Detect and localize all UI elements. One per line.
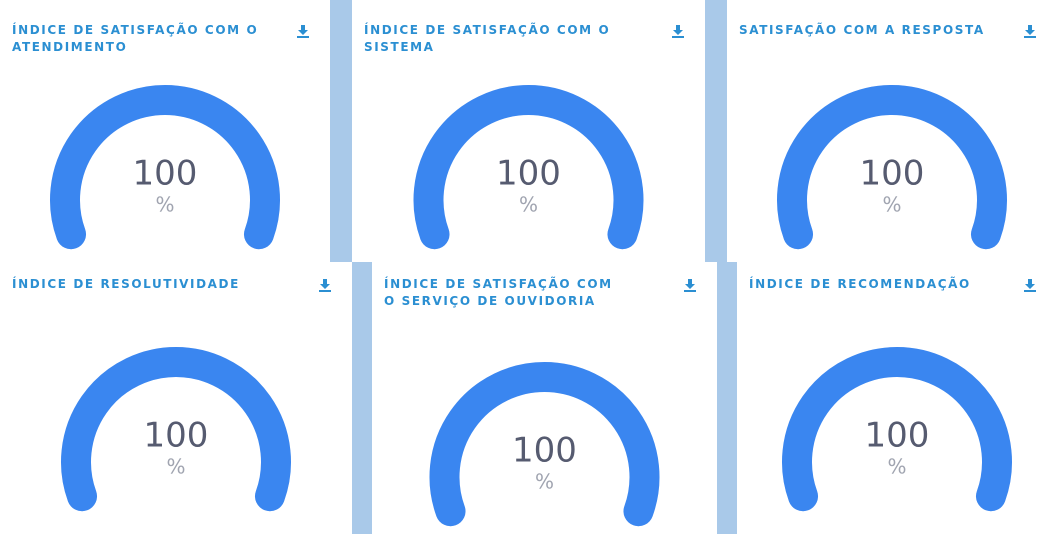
download-arrow [1025,279,1035,289]
gauge-arc [777,85,1007,250]
gauge-value: 100 [133,154,198,194]
gauge-arc [50,85,280,250]
download-arrow [685,279,695,289]
gauge-value: 100 [512,431,577,471]
download-icon [1024,25,1036,38]
download-base [297,36,309,38]
download-base [672,36,684,38]
download-arrow [320,279,330,289]
gauge: 100% [413,85,644,250]
gauge-value: 100 [144,416,209,456]
gauge-card: ÍNDICE DE RESOLUTIVIDADE 100% [0,262,352,534]
download-icon [1024,279,1036,292]
card-title: ÍNDICE DE SATISFAÇÃO COM O SERVIÇO DE OU… [384,277,613,308]
gauge-arc [429,362,660,527]
gauge-value: 100 [865,416,930,456]
download-arrow [1025,25,1035,35]
gauge-unit: % [519,193,538,217]
download-base [1024,36,1036,38]
download-icon [297,25,309,38]
card-title: ÍNDICE DE RESOLUTIVIDADE [12,277,240,291]
download-arrow [298,25,308,35]
download-icon [684,279,696,292]
gauge-unit: % [882,193,901,217]
download-base [1024,290,1036,292]
gauge-unit: % [887,455,906,479]
gauge: 100% [61,347,291,512]
gauge: 100% [50,85,280,250]
gauge-arc [413,85,644,250]
card-title: ÍNDICE DE SATISFAÇÃO COM O SISTEMA [364,23,611,54]
gauge-unit: % [155,193,174,217]
gauge-card: ÍNDICE DE RECOMENDAÇÃO 100% [737,262,1057,534]
gauge-card: SATISFAÇÃO COM A RESPOSTA 100% [727,0,1057,262]
download-icon [319,279,331,292]
card-title: ÍNDICE DE RECOMENDAÇÃO [749,277,971,291]
gauge-card: ÍNDICE DE SATISFAÇÃO COM O SERVIÇO DE OU… [372,262,717,534]
gauge: 100% [782,347,1012,512]
download-base [684,290,696,292]
gauge: 100% [429,362,660,527]
download-icon [672,25,684,38]
gauge-card: ÍNDICE DE SATISFAÇÃO COM O ATENDIMENTO 10… [0,0,330,262]
download-arrow [673,25,683,35]
gauge-value: 100 [860,154,925,194]
gauge-arc [782,347,1012,512]
gauge: 100% [777,85,1007,250]
gauge-unit: % [535,470,554,494]
card-title: ÍNDICE DE SATISFAÇÃO COM O ATENDIMENTO [12,23,259,54]
gauge-value: 100 [496,154,561,194]
gauge-unit: % [166,455,185,479]
gauge-card: ÍNDICE DE SATISFAÇÃO COM O SISTEMA 100% [352,0,705,262]
card-title: SATISFAÇÃO COM A RESPOSTA [739,23,985,37]
download-base [319,290,331,292]
gauge-arc [61,347,291,512]
